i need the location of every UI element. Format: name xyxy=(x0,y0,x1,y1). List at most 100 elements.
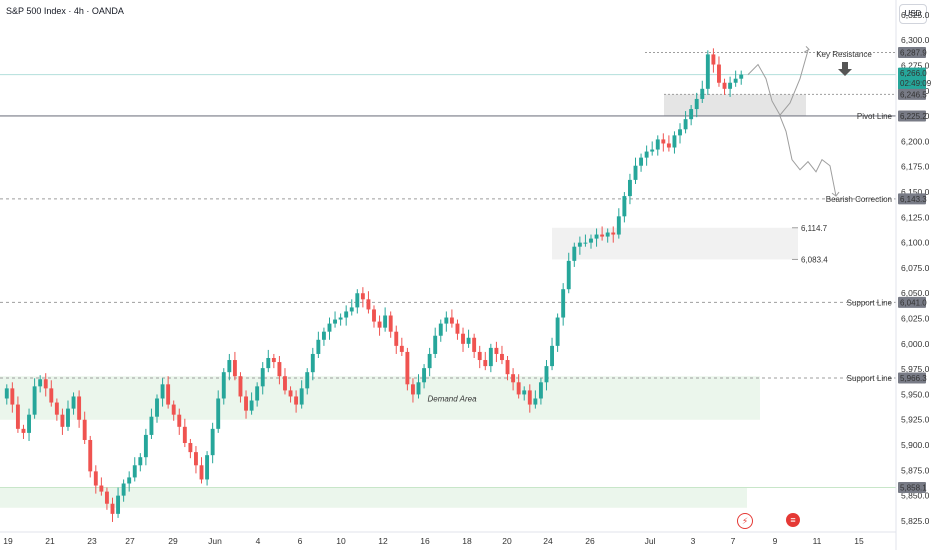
candle-body xyxy=(366,299,371,310)
bearish-correction-label: Bearish Correction xyxy=(826,195,892,204)
price-tag: 6,041.0 xyxy=(900,298,927,307)
candle-body xyxy=(288,390,293,397)
candle-body xyxy=(527,390,532,405)
candle-body xyxy=(188,443,193,453)
candle-body xyxy=(572,246,577,261)
candle-body xyxy=(277,362,282,377)
candle-body xyxy=(194,452,198,466)
candle-body xyxy=(299,388,304,405)
candle-body xyxy=(388,315,393,332)
zone-rect xyxy=(0,487,747,508)
time-axis-tick: 12 xyxy=(378,536,388,546)
time-axis-tick: 6 xyxy=(298,536,303,546)
time-axis-tick: 16 xyxy=(420,536,430,546)
candle-body xyxy=(633,165,638,180)
candle-body xyxy=(500,353,504,361)
price-axis-tick: 6,050.0 xyxy=(901,288,930,298)
candle-body xyxy=(466,337,471,344)
candle-body xyxy=(516,382,521,395)
candle-body xyxy=(377,321,382,328)
time-axis-tick: 15 xyxy=(854,536,864,546)
candle-body xyxy=(427,353,432,369)
candle-body xyxy=(511,374,516,383)
candle-body xyxy=(655,139,660,150)
price-tag-box xyxy=(898,372,926,384)
candle-body xyxy=(77,396,82,420)
candle-body xyxy=(639,157,644,166)
flag-icon[interactable]: ≡ xyxy=(786,513,800,527)
candle-body xyxy=(116,495,121,514)
currency-button[interactable]: USD xyxy=(899,4,927,24)
time-axis-tick: 19 xyxy=(3,536,13,546)
candle-body xyxy=(538,382,543,399)
candle-body xyxy=(49,388,54,403)
flash-icon[interactable]: ⚡ xyxy=(737,513,753,529)
price-tag: 5,858.1 xyxy=(900,483,927,492)
price-axis-tick: 6,175.0 xyxy=(901,162,930,172)
candle-body xyxy=(227,360,232,373)
candle-body xyxy=(683,119,688,130)
candle-body xyxy=(205,455,210,480)
price-tag-box xyxy=(898,110,926,122)
candle-body xyxy=(433,335,438,354)
candle-body xyxy=(522,390,527,395)
candle-body xyxy=(110,503,115,514)
time-axis: 19 21 23 27 29 Jun 4 6 10 12 16 18 20 24 26 Jul 3 7 9 11 15 xyxy=(3,536,864,546)
pivot-line-label: Pivot Line xyxy=(857,112,893,121)
candle-body xyxy=(155,398,159,417)
candle-body xyxy=(661,139,666,144)
candle-body xyxy=(10,388,15,405)
candle-body xyxy=(705,54,710,89)
candle-body xyxy=(488,347,493,367)
candle-body xyxy=(171,404,176,415)
candle-body xyxy=(182,426,187,444)
chart-title: S&P 500 Index · 4h · OANDA xyxy=(6,6,124,16)
candle-body xyxy=(15,404,20,429)
candle-body xyxy=(283,376,287,391)
candle-body xyxy=(733,78,738,83)
candle-body xyxy=(589,238,593,243)
key-resistance-label: Key Resistance xyxy=(816,50,872,59)
candle-body xyxy=(444,317,449,324)
candle-body xyxy=(678,129,682,136)
candle-body xyxy=(27,414,31,433)
bar-countdown: 02:49:09 xyxy=(900,79,932,88)
price-tag-box xyxy=(898,67,926,90)
candle-body xyxy=(210,428,215,456)
candle-body xyxy=(266,358,271,369)
candle-body xyxy=(294,396,299,405)
candle-body xyxy=(666,143,671,148)
price-axis: 5,825.0 5,850.0 5,875.0 5,900.0 5,925.0 5,950… xyxy=(901,10,930,526)
annotations-layer: Key Resistance Pivot Line Bearish Correcti… xyxy=(427,50,892,403)
candle-body xyxy=(310,353,315,373)
time-axis-tick: 11 xyxy=(813,536,822,546)
candle-body xyxy=(238,376,243,397)
candle-body xyxy=(216,398,221,429)
zone-rect xyxy=(664,94,806,116)
zone-top-label: 6,114.7 xyxy=(801,224,828,233)
candle-body xyxy=(360,293,365,300)
candle-body xyxy=(166,384,171,405)
price-axis-tick: 6,300.0 xyxy=(901,35,930,45)
time-axis-tick: 24 xyxy=(543,536,553,546)
time-axis-tick: 29 xyxy=(168,536,178,546)
candle-body xyxy=(349,307,354,312)
price-axis-tick: 6,200.0 xyxy=(901,136,930,146)
candle-body xyxy=(627,179,632,197)
price-tag: 6,225.2 xyxy=(900,112,927,121)
candle-body xyxy=(650,149,655,152)
candle-body xyxy=(561,289,566,318)
candle-body xyxy=(555,317,560,346)
candle-body xyxy=(121,483,126,496)
price-axis-tick: 5,975.0 xyxy=(901,364,930,374)
price-axis-tick: 5,950.0 xyxy=(901,389,930,399)
candle-body xyxy=(566,260,571,290)
candle-body xyxy=(533,398,538,405)
candle-body xyxy=(338,317,343,320)
candle-body xyxy=(611,232,616,235)
candle-body xyxy=(93,471,98,486)
levels-layer xyxy=(0,51,896,488)
time-axis-tick: 21 xyxy=(45,536,55,546)
projection-down-arrowhead xyxy=(831,191,840,197)
